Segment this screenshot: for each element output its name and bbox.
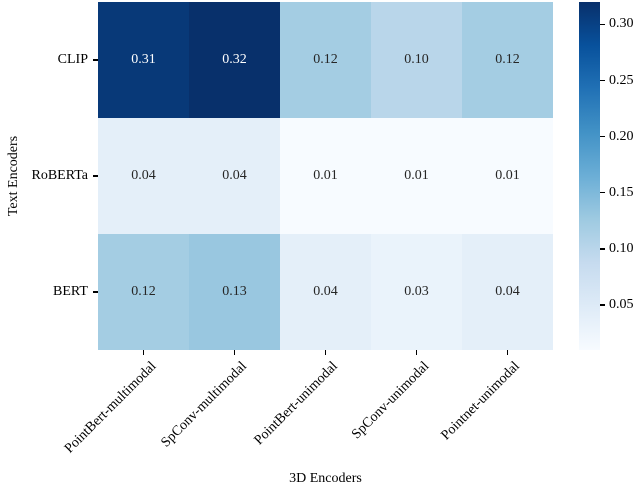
heatmap-cell: 0.31 xyxy=(98,2,189,118)
colorbar-tick-mark xyxy=(600,136,605,138)
heatmap-cell: 0.04 xyxy=(98,118,189,234)
x-tick-label: SpConv-multimodal xyxy=(158,359,251,451)
colorbar-tick-mark xyxy=(600,304,605,306)
heatmap-cell: 0.04 xyxy=(280,234,371,350)
cell-value: 0.04 xyxy=(222,168,247,183)
cell-value: 0.04 xyxy=(313,284,338,299)
x-tick-label: PointBert-multimodal xyxy=(61,359,160,457)
heatmap-cell: 0.01 xyxy=(371,118,462,234)
cell-value: 0.03 xyxy=(404,284,429,299)
x-tick-mark xyxy=(324,350,327,355)
cell-value: 0.01 xyxy=(495,168,520,183)
colorbar-tick-mark xyxy=(600,79,605,82)
y-tick-mark xyxy=(93,59,98,61)
x-tick-label: SpConv-unimodal xyxy=(348,359,433,443)
cell-value: 0.01 xyxy=(404,168,429,183)
heatmap-grid: 0.31 0.32 0.12 0.10 0.12 0.04 0.04 0.01 0.01 0.01… xyxy=(98,2,553,350)
heatmap-cell: 0.01 xyxy=(462,118,553,234)
colorbar-tick-label: 0.25 xyxy=(609,72,634,88)
y-tick-label: RoBERTa xyxy=(31,168,88,183)
cell-value: 0.10 xyxy=(404,52,429,67)
heatmap-cell: 0.12 xyxy=(280,2,371,118)
cell-value: 0.01 xyxy=(313,168,338,183)
x-tick-label: PointBert-unimodal xyxy=(251,359,342,449)
cell-value: 0.12 xyxy=(131,284,156,299)
colorbar-tick-label: 0.10 xyxy=(609,240,634,256)
heatmap-cell: 0.32 xyxy=(189,2,280,118)
x-tick-label: Pointnet-unimodal xyxy=(438,359,524,444)
x-tick-mark xyxy=(506,350,509,355)
cell-value: 0.32 xyxy=(222,52,247,67)
x-tick-mark xyxy=(233,350,236,355)
heatmap-cell: 0.12 xyxy=(462,2,553,118)
cell-value: 0.04 xyxy=(131,168,156,183)
y-tick-mark xyxy=(93,175,98,177)
cell-value: 0.12 xyxy=(495,52,520,67)
y-tick-label: BERT xyxy=(53,284,88,299)
y-tick-mark xyxy=(93,291,98,293)
y-tick-label: CLIP xyxy=(57,52,88,67)
colorbar-tick-label: 0.05 xyxy=(609,297,634,313)
heatmap-cell: 0.04 xyxy=(462,234,553,350)
heatmap-cell: 0.03 xyxy=(371,234,462,350)
x-tick-mark xyxy=(415,350,418,355)
colorbar xyxy=(579,2,600,350)
cell-value: 0.13 xyxy=(222,284,247,299)
cell-value: 0.04 xyxy=(495,284,520,299)
x-axis-title: 3D Encoders xyxy=(289,471,362,486)
colorbar-tick-mark xyxy=(600,192,605,194)
cell-value: 0.12 xyxy=(313,52,338,67)
heatmap-cell: 0.13 xyxy=(189,234,280,350)
heatmap-cell: 0.10 xyxy=(371,2,462,118)
colorbar-tick-label: 0.20 xyxy=(609,128,634,144)
colorbar-tick-mark xyxy=(600,248,605,250)
heatmap-cell: 0.01 xyxy=(280,118,371,234)
colorbar-tick-label: 0.30 xyxy=(609,16,634,32)
heatmap-cell: 0.12 xyxy=(98,234,189,350)
colorbar-tick-label: 0.15 xyxy=(609,184,634,200)
cell-value: 0.31 xyxy=(131,52,156,67)
x-tick-mark xyxy=(142,350,145,355)
heatmap-cell: 0.04 xyxy=(189,118,280,234)
colorbar-tick-mark xyxy=(600,23,605,26)
